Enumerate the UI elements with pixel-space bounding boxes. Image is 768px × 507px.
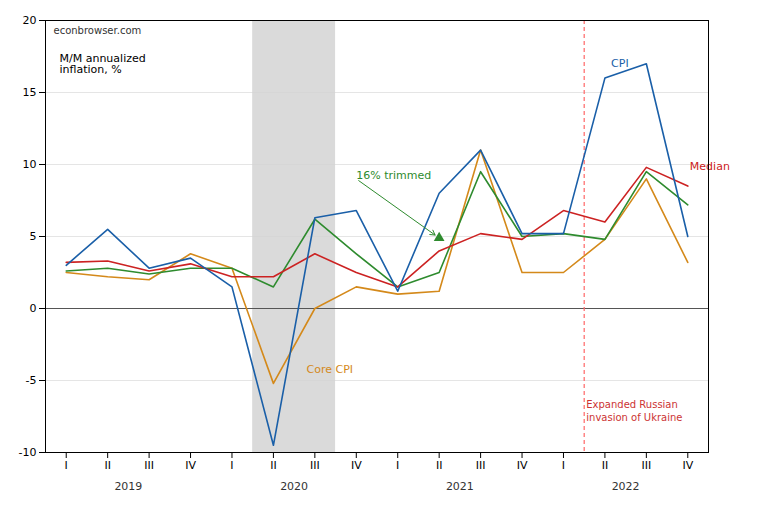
svg-text:III: III [641, 459, 651, 472]
svg-text:5: 5 [30, 230, 37, 243]
svg-text:CPI: CPI [611, 57, 629, 70]
svg-text:0: 0 [30, 302, 37, 315]
svg-text:III: III [144, 459, 154, 472]
svg-text:Expanded Russianinvasion of Uk: Expanded Russianinvasion of Ukraine [586, 399, 682, 423]
svg-text:IV: IV [351, 459, 362, 472]
svg-text:M/M annualizedinflation, %: M/M annualizedinflation, % [60, 52, 146, 76]
svg-text:IV: IV [682, 459, 693, 472]
svg-text:II: II [436, 459, 443, 472]
svg-text:IV: IV [517, 459, 528, 472]
svg-text:Core CPI: Core CPI [307, 363, 354, 376]
svg-text:2021: 2021 [446, 480, 474, 493]
svg-text:16% trimmed: 16% trimmed [356, 169, 431, 182]
svg-text:III: III [476, 459, 486, 472]
svg-text:II: II [104, 459, 111, 472]
svg-text:Median: Median [690, 160, 730, 173]
svg-text:III: III [310, 459, 320, 472]
svg-text:I: I [396, 459, 399, 472]
svg-text:-10: -10 [19, 446, 37, 459]
svg-text:II: II [270, 459, 277, 472]
svg-text:20: 20 [23, 14, 37, 27]
svg-text:2020: 2020 [280, 480, 308, 493]
svg-text:IV: IV [185, 459, 196, 472]
svg-text:15: 15 [23, 86, 37, 99]
svg-text:I: I [230, 459, 233, 472]
svg-text:2022: 2022 [612, 480, 640, 493]
svg-text:I: I [562, 459, 565, 472]
svg-text:10: 10 [23, 158, 37, 171]
svg-text:I: I [65, 459, 68, 472]
svg-text:II: II [602, 459, 609, 472]
svg-text:econbrowser.com: econbrowser.com [54, 25, 142, 36]
svg-text:2019: 2019 [114, 480, 142, 493]
svg-text:-5: -5 [26, 374, 37, 387]
